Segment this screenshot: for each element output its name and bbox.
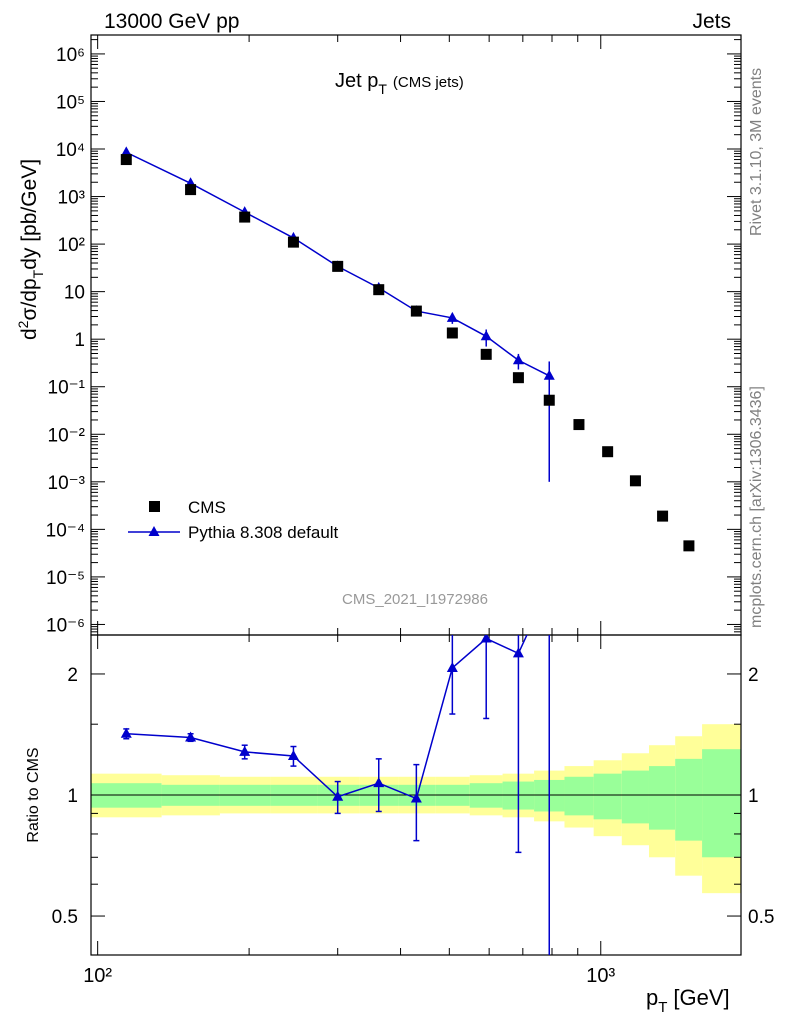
y-tick-labels-ratio: 2 2 1 1 0.5 0.5 [52, 665, 775, 928]
y-tick-label: 10³ [58, 188, 85, 209]
cms-point [410, 305, 422, 317]
process-label: Jets [692, 10, 731, 33]
ratio-tick-label: 0.5 [52, 907, 78, 928]
band-inner-bin [564, 776, 594, 816]
ratio-point [239, 745, 251, 756]
ratio-point [512, 647, 524, 658]
x-axis-title: pT [GeV] [646, 985, 730, 1016]
band-inner-bin [648, 766, 676, 830]
ratio-point [373, 777, 385, 788]
y-tick-label: 10⁻² [48, 425, 86, 446]
x-tick-labels: 10² 10³ [83, 965, 615, 987]
y-tick-label: 10⁻³ [48, 473, 86, 494]
legend-cms-label: CMS [188, 498, 226, 517]
ratio-point [185, 731, 197, 742]
cms-point [185, 184, 197, 196]
band-inner-bin [702, 749, 741, 858]
y-tick-label: 10⁵ [56, 92, 85, 113]
beam-label: 13000 GeV pp [104, 10, 239, 33]
ratio-point [480, 635, 492, 643]
cms-point [573, 419, 585, 431]
mc-point [120, 146, 132, 157]
cms-point [373, 284, 385, 296]
cms-point [683, 540, 695, 552]
band-inner-bin [675, 758, 703, 841]
y-tick-label: 10⁻¹ [48, 378, 86, 399]
cms-point [602, 446, 614, 458]
y-tick-label: 10² [58, 235, 85, 256]
analysis-watermark: CMS_2021_I1972986 [342, 591, 488, 608]
main-panel-frame [90, 34, 742, 636]
cms-point [446, 327, 458, 339]
ratio-point [287, 750, 299, 761]
mc-series-ratio [120, 581, 555, 955]
cms-series-main [120, 154, 695, 552]
y-tick-label: 10⁴ [56, 140, 85, 161]
cms-point [629, 475, 641, 487]
y-tick-labels-main: 10⁶ 10⁵ 10⁴ 10³ 10² 10 1 10⁻¹ 10⁻² 10⁻³ 10⁻⁴ 10⁻⁵ 10… [46, 45, 85, 637]
cms-point [120, 154, 132, 166]
y-tick-label: 10 [64, 283, 85, 304]
ratio-point [446, 661, 458, 672]
y-axis-title: d2σ/dpTdy [pb/GeV] [15, 159, 46, 340]
mcplots-label: mcplots.cern.ch [arXiv:1306.3436] [748, 386, 765, 628]
x-tick-label: 10² [83, 965, 112, 987]
mc-point [512, 354, 524, 365]
band-inner-bin [593, 773, 622, 820]
plot-title: Jet pT (CMS jets) [335, 70, 464, 97]
ratio-tick-label-right: 2 [748, 665, 759, 686]
y-tick-label: 10⁻⁴ [46, 520, 85, 541]
ratio-point [332, 790, 344, 801]
legend: CMS Pythia 8.308 default [128, 498, 339, 542]
rivet-label: Rivet 3.1.10, 3M events [748, 68, 765, 236]
cms-point [657, 510, 669, 522]
cms-point [512, 372, 524, 384]
cms-point [239, 211, 251, 223]
y-tick-label: 10⁻⁶ [46, 615, 85, 636]
mc-point [480, 330, 492, 341]
ratio-tick-label: 2 [67, 665, 78, 686]
ratio-axis-title: Ratio to CMS [25, 747, 42, 842]
y-tick-label: 1 [74, 330, 85, 351]
ratio-point [410, 792, 422, 803]
ratio-tick-label: 1 [67, 786, 78, 807]
cms-point [332, 260, 344, 272]
ratio-point [120, 727, 132, 738]
legend-mc-marker [148, 526, 160, 536]
ratio-tick-label-right: 1 [748, 786, 759, 807]
y-tick-label: 10⁻⁵ [46, 568, 85, 589]
x-tick-label: 10³ [586, 965, 615, 987]
mc-series-main [120, 146, 555, 482]
legend-mc-label: Pythia 8.308 default [188, 523, 339, 542]
mc-point [446, 311, 458, 322]
ratio-point [544, 581, 555, 591]
ratio-tick-label-right: 0.5 [748, 907, 774, 928]
cms-point [543, 394, 555, 406]
cms-point [480, 348, 492, 360]
y-tick-label: 10⁶ [56, 45, 85, 66]
cms-point [287, 236, 299, 248]
legend-cms-marker [149, 501, 160, 512]
band-inner-bin [621, 770, 649, 824]
mc-point [543, 369, 555, 380]
axis-ticks [91, 35, 741, 955]
